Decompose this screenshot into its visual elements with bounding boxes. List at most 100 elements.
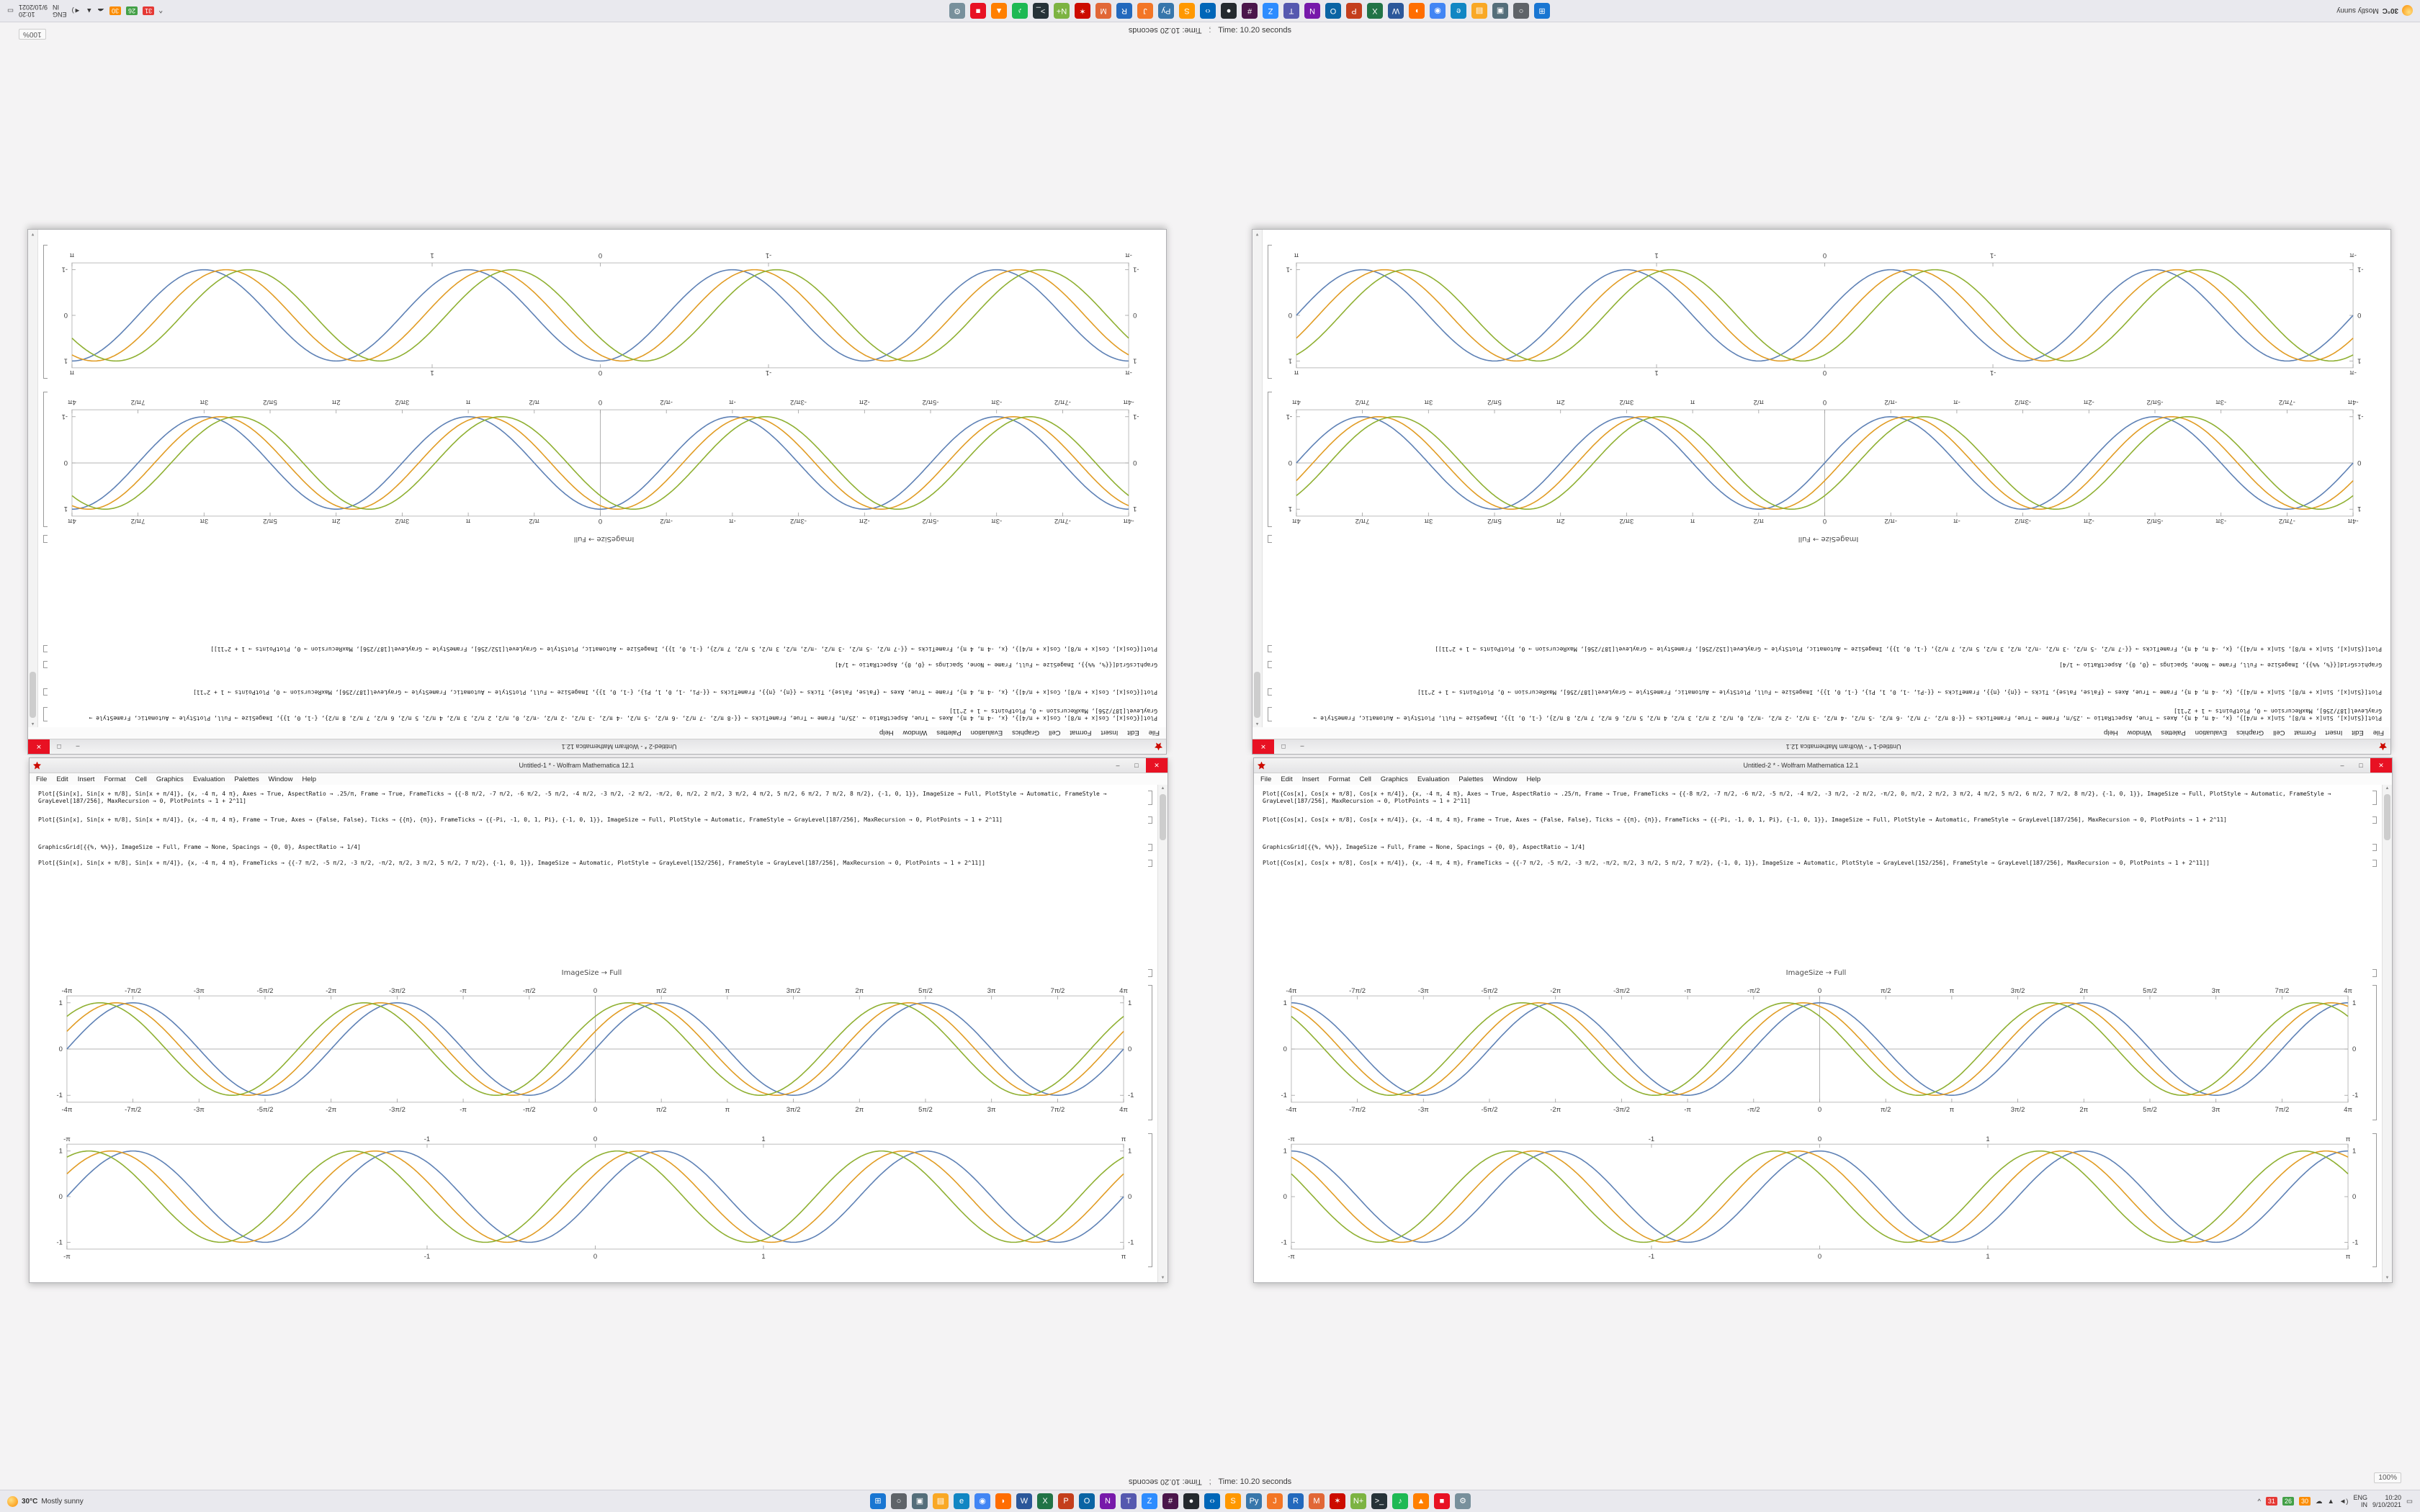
- menu-item-format[interactable]: Format: [2294, 729, 2316, 737]
- tray-temp-1[interactable]: 31: [143, 6, 155, 15]
- vertical-scrollbar[interactable]: ▲ ▼: [1252, 230, 1263, 727]
- scrollbar-thumb[interactable]: [1160, 794, 1166, 840]
- scroll-down-icon[interactable]: ▼: [1160, 1276, 1165, 1280]
- menu-item-insert[interactable]: Insert: [2325, 729, 2343, 737]
- cell-bracket[interactable]: [1268, 392, 1272, 527]
- cell-bracket[interactable]: [43, 661, 48, 668]
- scrollbar-thumb[interactable]: [2384, 794, 2390, 840]
- menu-item-palettes[interactable]: Palettes: [1458, 775, 1484, 783]
- code-line[interactable]: Plot[{Cos[x], Cos[x + π/8], Cos[x + π/4]…: [89, 708, 1157, 721]
- menu-item-palettes[interactable]: Palettes: [234, 775, 259, 783]
- taskbar-icon-mathematica[interactable]: ✶: [1330, 1493, 1345, 1509]
- code-line[interactable]: Plot[{Sin[x], Sin[x + π/8], Sin[x + π/4]…: [1417, 689, 2382, 696]
- cell-bracket[interactable]: [43, 707, 48, 721]
- code-cell[interactable]: Plot[{Cos[x], Cos[x + π/8], Cos[x + π/4]…: [1263, 860, 2377, 867]
- maximize-button[interactable]: □: [50, 739, 68, 754]
- code-cell[interactable]: Plot[{Sin[x], Sin[x + π/8], Sin[x + π/4]…: [1268, 645, 2382, 652]
- tray-onedrive-icon[interactable]: ☁: [2315, 1497, 2323, 1506]
- scroll-down-icon[interactable]: ▼: [1255, 232, 1260, 236]
- taskbar-icon-onenote[interactable]: N: [1304, 3, 1320, 19]
- close-button[interactable]: ✕: [28, 739, 50, 754]
- cell-bracket[interactable]: [2372, 985, 2377, 1120]
- taskbar-icon-notepad-plus[interactable]: N+: [1054, 3, 1070, 19]
- cell-bracket[interactable]: [2372, 1133, 2377, 1267]
- menu-item-format[interactable]: Format: [1328, 775, 1350, 783]
- code-line[interactable]: Plot[{Cos[x], Cos[x + π/8], Cos[x + π/4]…: [210, 646, 1157, 652]
- code-cell[interactable]: GraphicsGrid[{{%, %%}}, ImageSize → Full…: [43, 661, 1157, 668]
- cell-bracket[interactable]: [1148, 985, 1152, 1120]
- taskbar-icon-start[interactable]: ⊞: [870, 1493, 886, 1509]
- tray-temp-3[interactable]: 30: [109, 6, 122, 15]
- taskbar-icon-powerpoint[interactable]: P: [1346, 3, 1362, 19]
- taskbar-icon-github[interactable]: ●: [1183, 1493, 1199, 1509]
- taskbar-icon-matlab[interactable]: M: [1309, 1493, 1325, 1509]
- menu-item-evaluation[interactable]: Evaluation: [970, 729, 1003, 737]
- code-cell[interactable]: Plot[{Cos[x], Cos[x + π/8], Cos[x + π/4]…: [1263, 791, 2377, 805]
- taskbar-icon-file-explorer[interactable]: ▤: [933, 1493, 949, 1509]
- code-line[interactable]: Plot[{Sin[x], Sin[x + π/8], Sin[x + π/4]…: [38, 816, 1003, 823]
- window-titlebar[interactable]: Untitled-1 * - Wolfram Mathematica 12.1 …: [1252, 739, 2390, 754]
- vertical-scrollbar[interactable]: ▲ ▼: [1157, 785, 1168, 1282]
- taskbar-icon-zoom[interactable]: Z: [1142, 1493, 1157, 1509]
- taskbar-icon-github[interactable]: ●: [1221, 3, 1237, 19]
- code-cell[interactable]: Plot[{Sin[x], Sin[x + π/8], Sin[x + π/4]…: [1268, 707, 2382, 721]
- scroll-down-icon[interactable]: ▼: [2385, 1276, 2390, 1280]
- code-cell[interactable]: Plot[{Sin[x], Sin[x + π/8], Sin[x + π/4]…: [38, 791, 1152, 805]
- code-cell[interactable]: GraphicsGrid[{{%, %%}}, ImageSize → Full…: [38, 844, 1152, 851]
- taskbar-icon-terminal[interactable]: >_: [1033, 3, 1049, 19]
- menu-item-palettes[interactable]: Palettes: [936, 729, 962, 737]
- taskbar-icon-mathematica[interactable]: ✶: [1075, 3, 1090, 19]
- cell-bracket[interactable]: [1148, 816, 1152, 824]
- taskbar-icon-rstudio[interactable]: R: [1288, 1493, 1304, 1509]
- tray-notifications-icon[interactable]: ▭: [7, 6, 14, 15]
- menu-item-file[interactable]: File: [1148, 729, 1160, 737]
- taskbar-icon-sublime[interactable]: S: [1179, 3, 1195, 19]
- taskbar-icon-vscode[interactable]: ‹›: [1200, 3, 1216, 19]
- taskbar-icon-notepad-plus[interactable]: N+: [1350, 1493, 1366, 1509]
- taskbar-icon-word[interactable]: W: [1016, 1493, 1032, 1509]
- taskbar-icon-excel[interactable]: X: [1037, 1493, 1053, 1509]
- menu-item-cell[interactable]: Cell: [135, 775, 147, 783]
- code-line[interactable]: Plot[{Cos[x], Cos[x + π/8], Cos[x + π/4]…: [1263, 816, 2227, 823]
- scroll-up-icon[interactable]: ▲: [2385, 786, 2390, 791]
- menu-item-file[interactable]: File: [1260, 775, 1272, 783]
- menu-item-palettes[interactable]: Palettes: [2161, 729, 2186, 737]
- cell-bracket[interactable]: [43, 392, 48, 527]
- close-button[interactable]: ✕: [2370, 758, 2392, 773]
- taskbar-icon-chrome[interactable]: ◉: [974, 1493, 990, 1509]
- tray-temp-2[interactable]: 26: [2282, 1497, 2294, 1506]
- tray-clock[interactable]: 10:20 9/10/2021: [19, 4, 48, 18]
- menu-item-help[interactable]: Help: [2104, 729, 2118, 737]
- code-line[interactable]: Plot[{Cos[x], Cos[x + π/8], Cos[x + π/4]…: [1263, 791, 2331, 804]
- menu-item-graphics[interactable]: Graphics: [156, 775, 184, 783]
- code-cell[interactable]: GraphicsGrid[{{%, %%}}, ImageSize → Full…: [1263, 844, 2377, 851]
- window-titlebar[interactable]: Untitled-2 * - Wolfram Mathematica 12.1 …: [1254, 758, 2392, 773]
- taskbar-icon-chrome[interactable]: ◉: [1430, 3, 1446, 19]
- taskbar-icon-settings[interactable]: ⚙: [1455, 1493, 1471, 1509]
- menu-item-edit[interactable]: Edit: [1127, 729, 1139, 737]
- menu-item-cell[interactable]: Cell: [2273, 729, 2285, 737]
- tray-expand-icon[interactable]: ^: [2257, 1497, 2261, 1506]
- taskbar-icon-teams[interactable]: T: [1283, 3, 1299, 19]
- taskbar-icon-recorder[interactable]: ■: [1434, 1493, 1450, 1509]
- code-cell[interactable]: Plot[{Sin[x], Sin[x + π/8], Sin[x + π/4]…: [1268, 688, 2382, 696]
- zoom-indicator[interactable]: 100%: [2374, 1472, 2401, 1483]
- cell-bracket[interactable]: [2372, 860, 2377, 867]
- menu-item-evaluation[interactable]: Evaluation: [2195, 729, 2228, 737]
- cell-bracket[interactable]: [1148, 1133, 1152, 1267]
- tray-volume-icon[interactable]: ◄): [2339, 1497, 2349, 1506]
- menu-item-graphics[interactable]: Graphics: [2236, 729, 2264, 737]
- menu-item-insert[interactable]: Insert: [1301, 775, 1319, 783]
- tray-clock[interactable]: 10:20 9/10/2021: [2372, 1494, 2401, 1508]
- cell-bracket[interactable]: [1268, 645, 1272, 652]
- taskbar-icon-firefox[interactable]: ◗: [1409, 3, 1425, 19]
- code-line[interactable]: Plot[{Sin[x], Sin[x + π/8], Sin[x + π/4]…: [1435, 646, 2382, 652]
- menu-item-evaluation[interactable]: Evaluation: [1417, 775, 1450, 783]
- taskbar-icon-python[interactable]: Py: [1246, 1493, 1262, 1509]
- maximize-button[interactable]: □: [1274, 739, 1293, 754]
- code-cell[interactable]: Plot[{Cos[x], Cos[x + π/8], Cos[x + π/4]…: [1263, 816, 2377, 824]
- scroll-up-icon[interactable]: ▲: [1255, 721, 1260, 726]
- taskbar-icon-settings[interactable]: ⚙: [949, 3, 965, 19]
- taskbar-icon-slack[interactable]: #: [1162, 1493, 1178, 1509]
- taskbar-icon-start[interactable]: ⊞: [1534, 3, 1550, 19]
